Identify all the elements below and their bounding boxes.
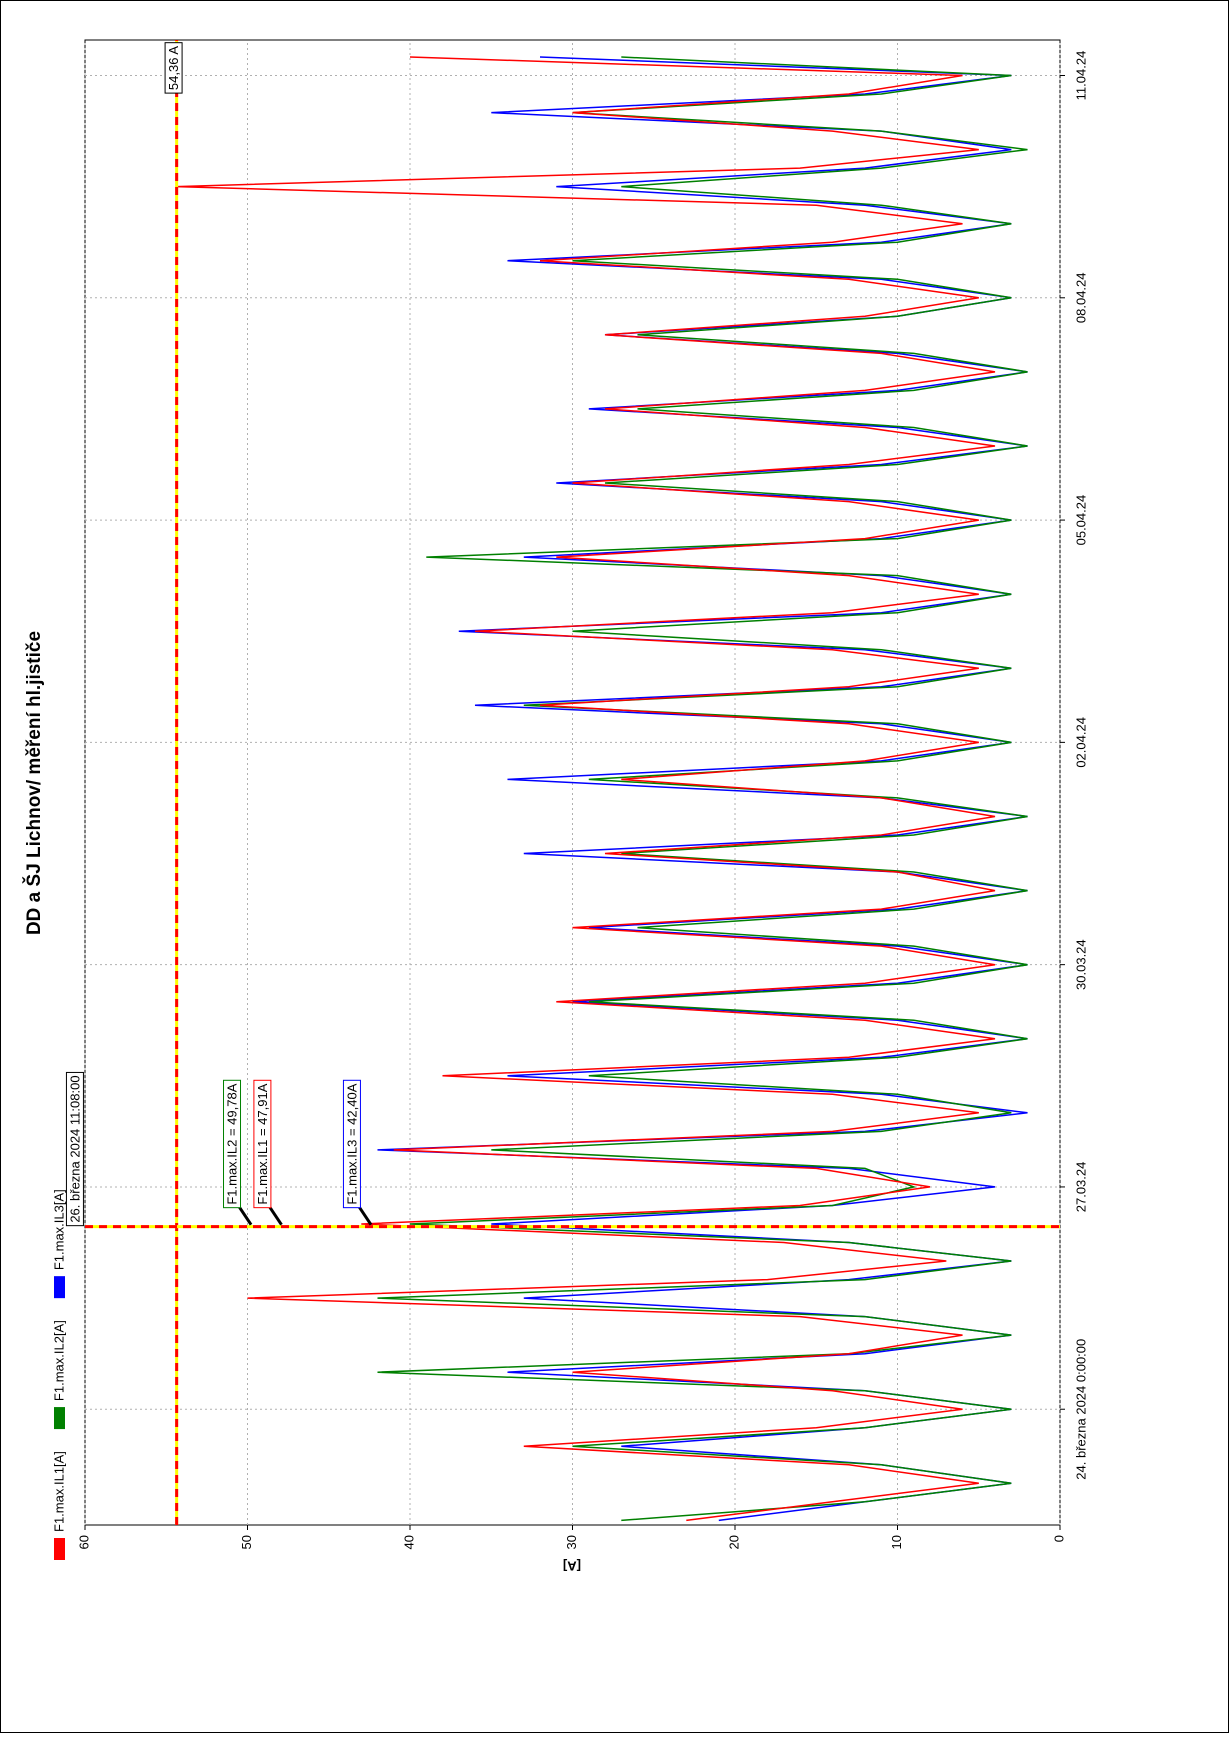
legend-swatch: [54, 1538, 65, 1560]
label-box: [65, 1071, 84, 1227]
x-tick-label: 05.04.24: [1073, 495, 1088, 546]
readout-label: F1.max.IL1 = 47,91A: [255, 1083, 270, 1204]
x-tick-label: 30.03.24: [1073, 939, 1088, 990]
readout-label: F1.max.IL3 = 42,40A: [344, 1083, 359, 1204]
chart-title: DD a ŠJ Lichnov/ měření hl.jističe: [23, 631, 45, 935]
label-box: [253, 1079, 272, 1209]
legend-label: F1.max.IL2[A]: [51, 1320, 66, 1401]
x-tick-label: 02.04.24: [1073, 717, 1088, 768]
y-tick-label: 0: [1051, 1535, 1066, 1542]
readout-leader: [357, 1205, 373, 1226]
legend-label: F1.max.IL3[A]: [51, 1189, 66, 1270]
rotated-chart: DD a ŠJ Lichnov/ měření hl.jističe [A] 0…: [23, 39, 1088, 1574]
y-tick-label: 40: [401, 1535, 416, 1549]
legend-swatch: [54, 1407, 65, 1430]
label-box: [223, 1079, 242, 1209]
x-tick-label: 27.03.24: [1073, 1162, 1088, 1213]
x-tick-label: 11.04.24: [1073, 51, 1088, 101]
legend-swatch: [54, 1276, 65, 1299]
x-tick-label: 24. března 2024 0:00:00: [1073, 1339, 1088, 1480]
readout-leader: [268, 1205, 283, 1226]
threshold-label: 54,36 A: [166, 46, 181, 90]
cursor-label: 26. března 2024 11:08:00: [67, 1075, 82, 1222]
y-tick-label: 60: [76, 1535, 91, 1549]
label-box: [342, 1079, 361, 1209]
readout-label: F1.max.IL2 = 49,78A: [225, 1083, 240, 1204]
legend-label: F1.max.IL1[A]: [51, 1451, 66, 1532]
y-tick-label: 10: [889, 1535, 904, 1549]
y-tick-label: 20: [726, 1535, 741, 1549]
y-axis-title: [A]: [563, 1559, 581, 1574]
label-box: [164, 42, 183, 94]
y-tick-label: 30: [564, 1535, 579, 1549]
readout-leader: [237, 1205, 253, 1226]
y-tick-label: 50: [239, 1535, 254, 1549]
x-tick-label: 08.04.24: [1073, 272, 1088, 323]
series-line: [176, 56, 996, 1522]
